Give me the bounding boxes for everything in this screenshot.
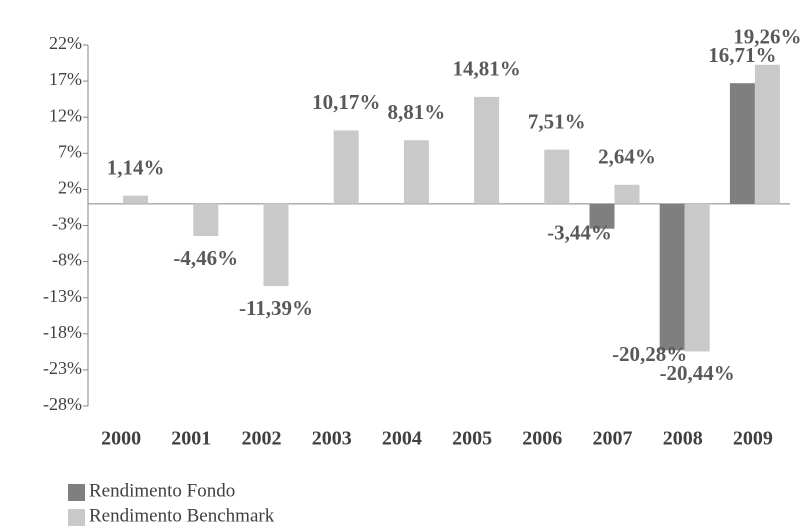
value-label: -20,44% bbox=[660, 361, 735, 385]
y-tick-label: 12% bbox=[49, 105, 82, 125]
x-tick-label: 2001 bbox=[171, 428, 211, 450]
bar bbox=[659, 203, 685, 351]
value-label: 16,71% bbox=[708, 43, 776, 67]
value-label: 7,51% bbox=[528, 109, 586, 133]
bar bbox=[684, 203, 710, 352]
x-tick-label: 2002 bbox=[242, 428, 282, 450]
bar bbox=[614, 184, 640, 204]
y-tick-label: -28% bbox=[43, 394, 82, 414]
bar bbox=[544, 149, 570, 204]
x-tick-label: 2009 bbox=[733, 428, 773, 450]
y-tick-label: -13% bbox=[43, 286, 82, 306]
value-label: 2,64% bbox=[598, 145, 656, 169]
y-tick-label: -23% bbox=[43, 358, 82, 378]
x-tick-label: 2000 bbox=[101, 428, 141, 450]
bar bbox=[123, 195, 149, 204]
bar bbox=[403, 140, 429, 204]
bar bbox=[474, 96, 500, 204]
x-tick-label: 2003 bbox=[312, 428, 352, 450]
legend-swatch bbox=[68, 484, 85, 501]
value-label: 19,26% bbox=[733, 25, 801, 49]
x-tick-label: 2007 bbox=[593, 428, 633, 450]
bar bbox=[589, 203, 615, 229]
y-tick-label: 22% bbox=[49, 33, 82, 53]
y-tick-label: 17% bbox=[49, 69, 82, 89]
x-tick-label: 2004 bbox=[382, 428, 422, 450]
y-tick-label: -18% bbox=[43, 322, 82, 342]
value-label: -20,28% bbox=[612, 342, 687, 366]
bar bbox=[333, 130, 359, 204]
legend-label: Rendimento Fondo bbox=[89, 480, 235, 501]
y-tick-label: -8% bbox=[52, 250, 82, 270]
bar bbox=[263, 203, 289, 287]
x-tick-label: 2005 bbox=[452, 428, 492, 450]
value-label: 14,81% bbox=[452, 57, 520, 81]
legend-label: Rendimento Benchmark bbox=[89, 505, 275, 526]
y-tick-label: -3% bbox=[52, 214, 82, 234]
value-label: -4,46% bbox=[173, 246, 238, 270]
y-tick-label: 7% bbox=[58, 141, 82, 161]
x-tick-label: 2008 bbox=[663, 428, 703, 450]
value-label: -3,44% bbox=[547, 220, 612, 244]
value-label: 8,81% bbox=[388, 100, 446, 124]
bar bbox=[754, 64, 780, 204]
value-label: -11,39% bbox=[239, 296, 313, 320]
value-label: 1,14% bbox=[107, 155, 165, 179]
legend-swatch bbox=[68, 509, 85, 526]
bar bbox=[729, 83, 755, 204]
bar bbox=[193, 203, 219, 237]
y-tick-label: 2% bbox=[58, 178, 82, 198]
x-tick-label: 2006 bbox=[522, 428, 562, 450]
value-label: 10,17% bbox=[312, 90, 380, 114]
